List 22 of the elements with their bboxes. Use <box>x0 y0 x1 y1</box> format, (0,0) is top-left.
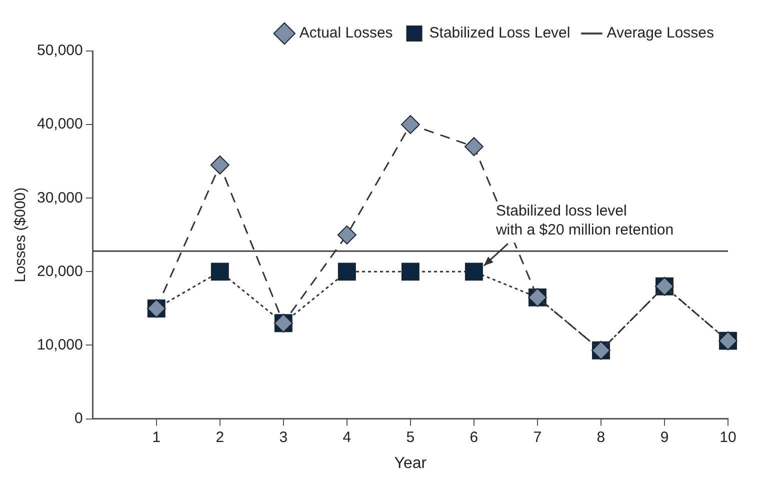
x-tick-label: 8 <box>596 428 606 446</box>
y-tick-label: 10,000 <box>36 336 83 354</box>
x-tick-label: 2 <box>216 428 224 446</box>
x-tick-label: 7 <box>533 428 542 446</box>
x-tick-label: 3 <box>279 428 288 446</box>
y-axis-title: Losses ($000) <box>12 187 30 282</box>
y-tick-label: 20,000 <box>36 262 83 280</box>
x-tick-label: 9 <box>660 428 669 446</box>
legend-label: Actual Losses <box>299 24 393 42</box>
y-tick-label: 0 <box>74 410 83 427</box>
x-tick-label: 4 <box>342 428 352 446</box>
x-tick-label: 10 <box>720 428 736 446</box>
x-tick-label: 5 <box>406 428 415 446</box>
y-tick-label: 40,000 <box>36 116 83 133</box>
x-tick-label: 6 <box>470 428 478 446</box>
y-tick-label: 50,000 <box>36 42 83 60</box>
x-axis-title: Year <box>394 454 428 472</box>
annotation: Stabilized loss level with a $20 million retention <box>494 202 674 238</box>
y-tick-label: 30,000 <box>36 189 83 206</box>
x-tick-label: 1 <box>152 428 161 446</box>
legend-label: Stabilized Loss Level <box>429 24 570 42</box>
legend-label: Average Losses <box>606 24 714 42</box>
